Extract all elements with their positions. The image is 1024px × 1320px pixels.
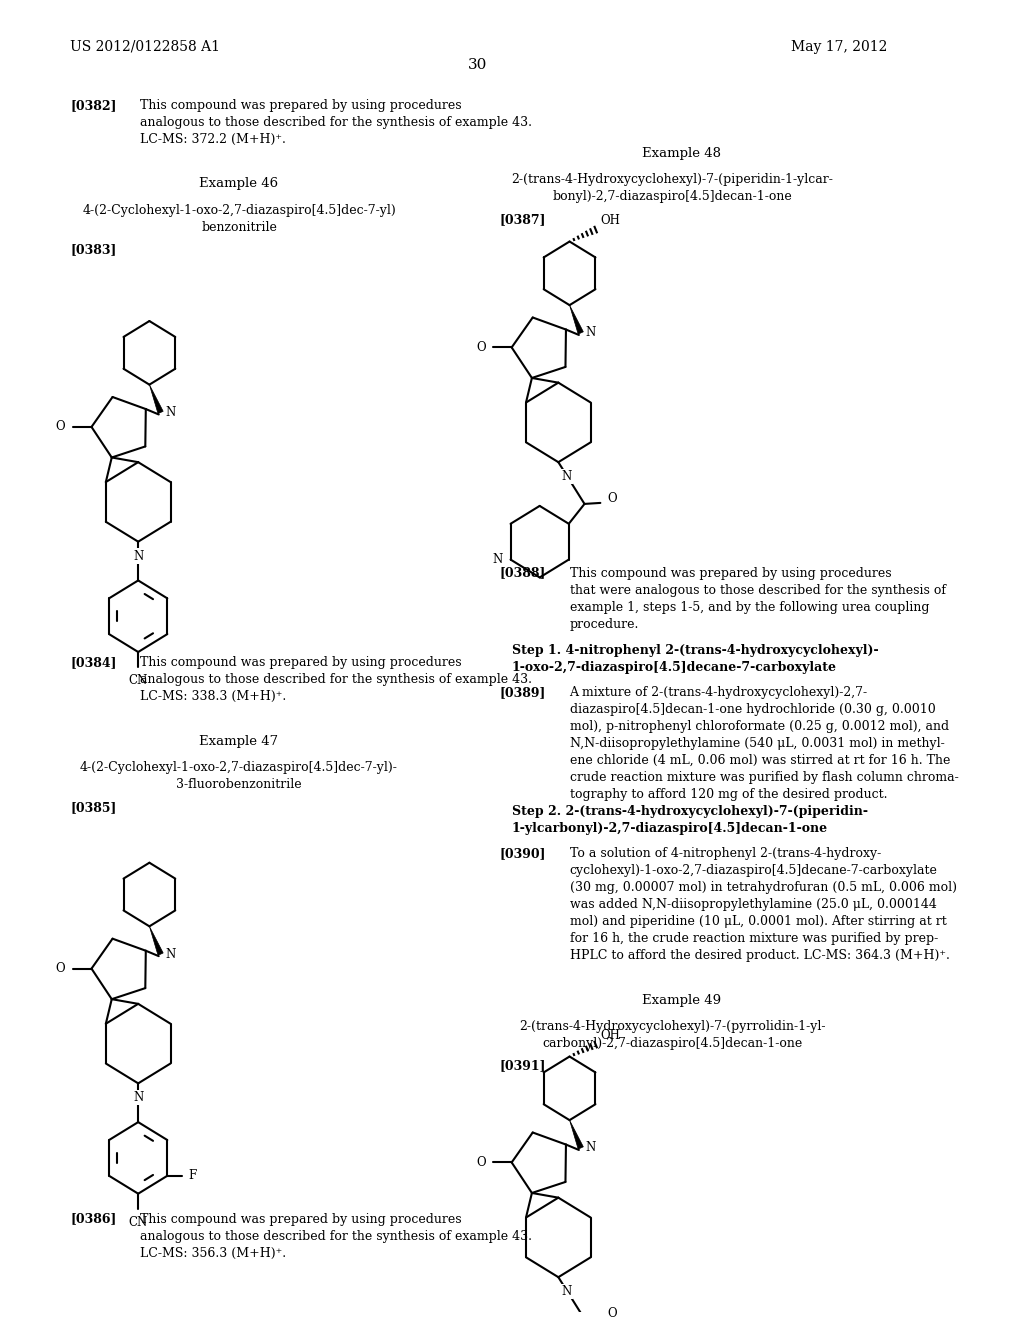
Text: This compound was prepared by using procedures
analogous to those described for : This compound was prepared by using proc… [140,1213,532,1259]
Text: O: O [608,492,617,506]
Text: N: N [165,407,175,418]
Text: 2-(trans-4-Hydroxycyclohexyl)-7-(piperidin-1-ylcar-
bonyl)-2,7-diazaspiro[4.5]de: 2-(trans-4-Hydroxycyclohexyl)-7-(piperid… [511,173,834,203]
Text: Step 1. 4-nitrophenyl 2-(trans-4-hydroxycyclohexyl)-
1-oxo-2,7-diazaspiro[4.5]de: Step 1. 4-nitrophenyl 2-(trans-4-hydroxy… [512,644,879,675]
Text: A mixture of 2-(trans-4-hydroxycyclohexyl)-2,7-
diazaspiro[4.5]decan-1-one hydro: A mixture of 2-(trans-4-hydroxycyclohexy… [569,686,958,801]
Text: [0389]: [0389] [500,686,546,698]
Text: OH: OH [600,1028,621,1041]
Text: [0382]: [0382] [70,99,117,112]
Text: F: F [188,1170,197,1183]
Text: US 2012/0122858 A1: US 2012/0122858 A1 [70,40,220,54]
Text: [0390]: [0390] [500,847,546,859]
Text: [0385]: [0385] [70,801,117,814]
Polygon shape [569,305,584,334]
Text: 4-(2-Cyclohexyl-1-oxo-2,7-diazaspiro[4.5]dec-7-yl)-
3-fluorobenzonitrile: 4-(2-Cyclohexyl-1-oxo-2,7-diazaspiro[4.5… [80,762,398,791]
Text: This compound was prepared by using procedures
analogous to those described for : This compound was prepared by using proc… [140,99,532,147]
Text: To a solution of 4-nitrophenyl 2-(trans-4-hydroxy-
cyclohexyl)-1-oxo-2,7-diazasp: To a solution of 4-nitrophenyl 2-(trans-… [569,847,956,962]
Text: O: O [608,1307,617,1320]
Polygon shape [150,927,163,956]
Text: Example 47: Example 47 [200,735,279,748]
Polygon shape [569,1121,584,1150]
Text: N: N [561,1286,571,1298]
Text: N: N [586,326,596,339]
Text: Step 2. 2-(trans-4-hydroxycyclohexyl)-7-(piperidin-
1-ylcarbonyl)-2,7-diazaspiro: Step 2. 2-(trans-4-hydroxycyclohexyl)-7-… [512,805,867,836]
Text: CN: CN [129,1216,147,1229]
Text: 2-(trans-4-Hydroxycyclohexyl)-7-(pyrrolidin-1-yl-
carbonyl)-2,7-diazaspiro[4.5]d: 2-(trans-4-Hydroxycyclohexyl)-7-(pyrroli… [519,1020,825,1049]
Text: Example 46: Example 46 [200,177,279,190]
Text: Example 48: Example 48 [642,147,721,160]
Text: O: O [476,341,485,354]
Text: Example 49: Example 49 [642,994,721,1007]
Text: N: N [165,948,175,961]
Text: CN: CN [129,675,147,686]
Text: N: N [586,1142,596,1155]
Text: [0386]: [0386] [70,1213,117,1225]
Text: N: N [133,1092,143,1105]
Text: 30: 30 [468,58,487,71]
Text: O: O [55,421,66,433]
Text: This compound was prepared by using procedures
that were analogous to those desc: This compound was prepared by using proc… [569,566,945,631]
Text: OH: OH [600,214,621,227]
Text: This compound was prepared by using procedures
analogous to those described for : This compound was prepared by using proc… [140,656,532,704]
Text: [0388]: [0388] [500,566,546,579]
Text: O: O [476,1156,485,1170]
Text: 4-(2-Cyclohexyl-1-oxo-2,7-diazaspiro[4.5]dec-7-yl)
benzonitrile: 4-(2-Cyclohexyl-1-oxo-2,7-diazaspiro[4.5… [82,203,396,234]
Text: [0384]: [0384] [70,656,117,669]
Text: N: N [561,470,571,483]
Text: May 17, 2012: May 17, 2012 [791,40,887,54]
Text: O: O [55,962,66,975]
Text: [0391]: [0391] [500,1060,546,1073]
Text: [0387]: [0387] [500,213,546,226]
Text: N: N [133,549,143,562]
Text: N: N [493,553,503,566]
Polygon shape [150,384,163,413]
Text: [0383]: [0383] [70,243,117,256]
